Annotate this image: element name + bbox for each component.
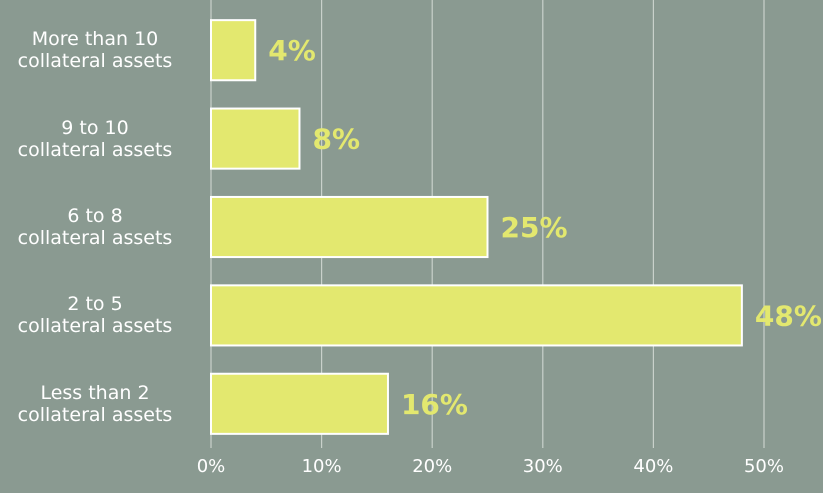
bar (210, 107, 301, 170)
bar (210, 195, 489, 259)
x-tick-label: 0% (197, 456, 226, 477)
y-tick-label: 6 to 8 collateral assets (17, 205, 173, 249)
x-tick-label: 10% (302, 456, 342, 477)
x-tick-label: 20% (412, 456, 452, 477)
data-label: 48% (755, 299, 822, 332)
y-tick-label: Less than 2 collateral assets (17, 381, 173, 426)
y-tick-label: 2 to 5 collateral assets (17, 293, 173, 338)
x-tick-label: 50% (744, 456, 784, 477)
bar (210, 19, 257, 82)
x-tick-label: 40% (633, 456, 673, 477)
bar (210, 284, 743, 347)
x-tick-label: 30% (523, 456, 563, 477)
data-label: 8% (312, 123, 360, 156)
data-label: 25% (501, 211, 568, 244)
data-label: 4% (268, 34, 316, 67)
y-tick-label: More than 10 collateral assets (17, 28, 173, 73)
y-tick-label: 9 to 10 collateral assets (17, 116, 173, 161)
bar (210, 372, 389, 435)
data-label: 16% (401, 388, 468, 421)
